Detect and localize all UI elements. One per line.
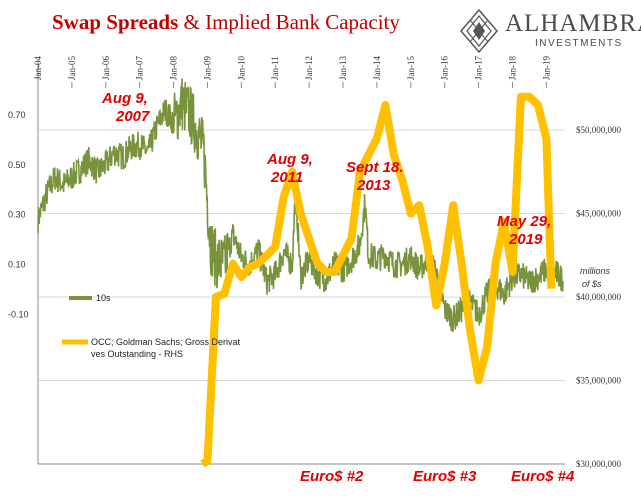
x-tick-label: Jan-04	[33, 56, 43, 80]
x-tick-label: Jan-06	[101, 56, 111, 80]
labels: millions of $s 10s OCC; Goldman Sachs; Gros…	[62, 90, 611, 485]
x-tick-label: Jan-14	[372, 56, 382, 80]
chart-title: Swap Spreads & Implied Bank Capacity	[52, 10, 400, 35]
x-tick-label: Jan-08	[169, 56, 179, 80]
x-tick-label: Jan-15	[406, 56, 416, 80]
y-left-tick-label: 0.70	[8, 110, 26, 120]
x-tick-label: Jan-19	[541, 56, 551, 80]
y-right-unit-label: millions	[580, 266, 611, 276]
diamond-lattice-icon	[460, 8, 498, 54]
annotation-label: 2013	[356, 177, 391, 194]
y-right-tick-label: $50,000,000	[576, 125, 622, 135]
annotation-label: Euro$ #2	[300, 468, 364, 485]
y-right-unit-label: of $s	[582, 279, 602, 289]
annotation-label: 2007	[115, 108, 150, 125]
legend-label-occ: ves Outstanding - RHS	[91, 349, 183, 359]
logo-name: ALHAMBRA	[505, 10, 641, 37]
y-right-tick-label: $45,000,000	[576, 209, 622, 219]
chart-title-rest: & Implied Bank Capacity	[178, 10, 400, 34]
x-tick-label: Jan-10	[236, 56, 246, 80]
x-tick-label: Jan-18	[507, 56, 517, 80]
annotation-label: 2019	[508, 231, 543, 248]
annotation-label: Aug 9,	[101, 90, 148, 107]
y-left-tick-label: 0.50	[8, 160, 26, 170]
series	[37, 78, 564, 468]
x-tick-label: Jan-17	[474, 56, 484, 80]
y-right-tick-label: $30,000,000	[576, 459, 622, 469]
legend-label-occ: OCC; Goldman Sachs; Gross Derivat	[91, 337, 241, 347]
y-right-tick-label: $40,000,000	[576, 292, 622, 302]
annotation-label: Euro$ #4	[511, 468, 575, 485]
logo-subtitle: INVESTMENTS	[535, 38, 623, 49]
x-tick-label: Jan-13	[338, 56, 348, 80]
annotation-label: Euro$ #3	[413, 468, 477, 485]
x-tick-label: Jan-07	[135, 56, 145, 80]
brand-logo: ALHAMBRA INVESTMENTS	[459, 8, 641, 56]
y-left-tick-label: 0.10	[8, 260, 26, 270]
series-occ-line	[200, 92, 556, 468]
y-left-tick-label: -0.10	[8, 309, 29, 319]
y-left-tick-label: 0.30	[8, 210, 26, 220]
x-tick-label: Jan-05	[67, 56, 77, 80]
x-tick-label: Jan-16	[440, 56, 450, 80]
y-right-tick-label: $35,000,000	[576, 376, 622, 386]
x-tick-label: Jan-12	[304, 56, 314, 80]
x-tick-label: Jan-09	[202, 56, 212, 80]
annotation-label: Sept 18.	[346, 159, 404, 176]
x-tick-label: Jan-11	[270, 56, 280, 80]
axes: Jan-04 Jan-05 Jan-06 Jan-07 Jan-08 Jan-09 Jan-…	[8, 56, 622, 469]
legend-label-10s: 10s	[96, 293, 111, 303]
annotation-label: 2011	[270, 169, 303, 186]
series-10s-line	[37, 78, 564, 333]
annotation-label: Aug 9,	[266, 151, 313, 168]
chart-title-bold: Swap Spreads	[52, 10, 179, 34]
annotation-label: May 29,	[497, 213, 551, 230]
